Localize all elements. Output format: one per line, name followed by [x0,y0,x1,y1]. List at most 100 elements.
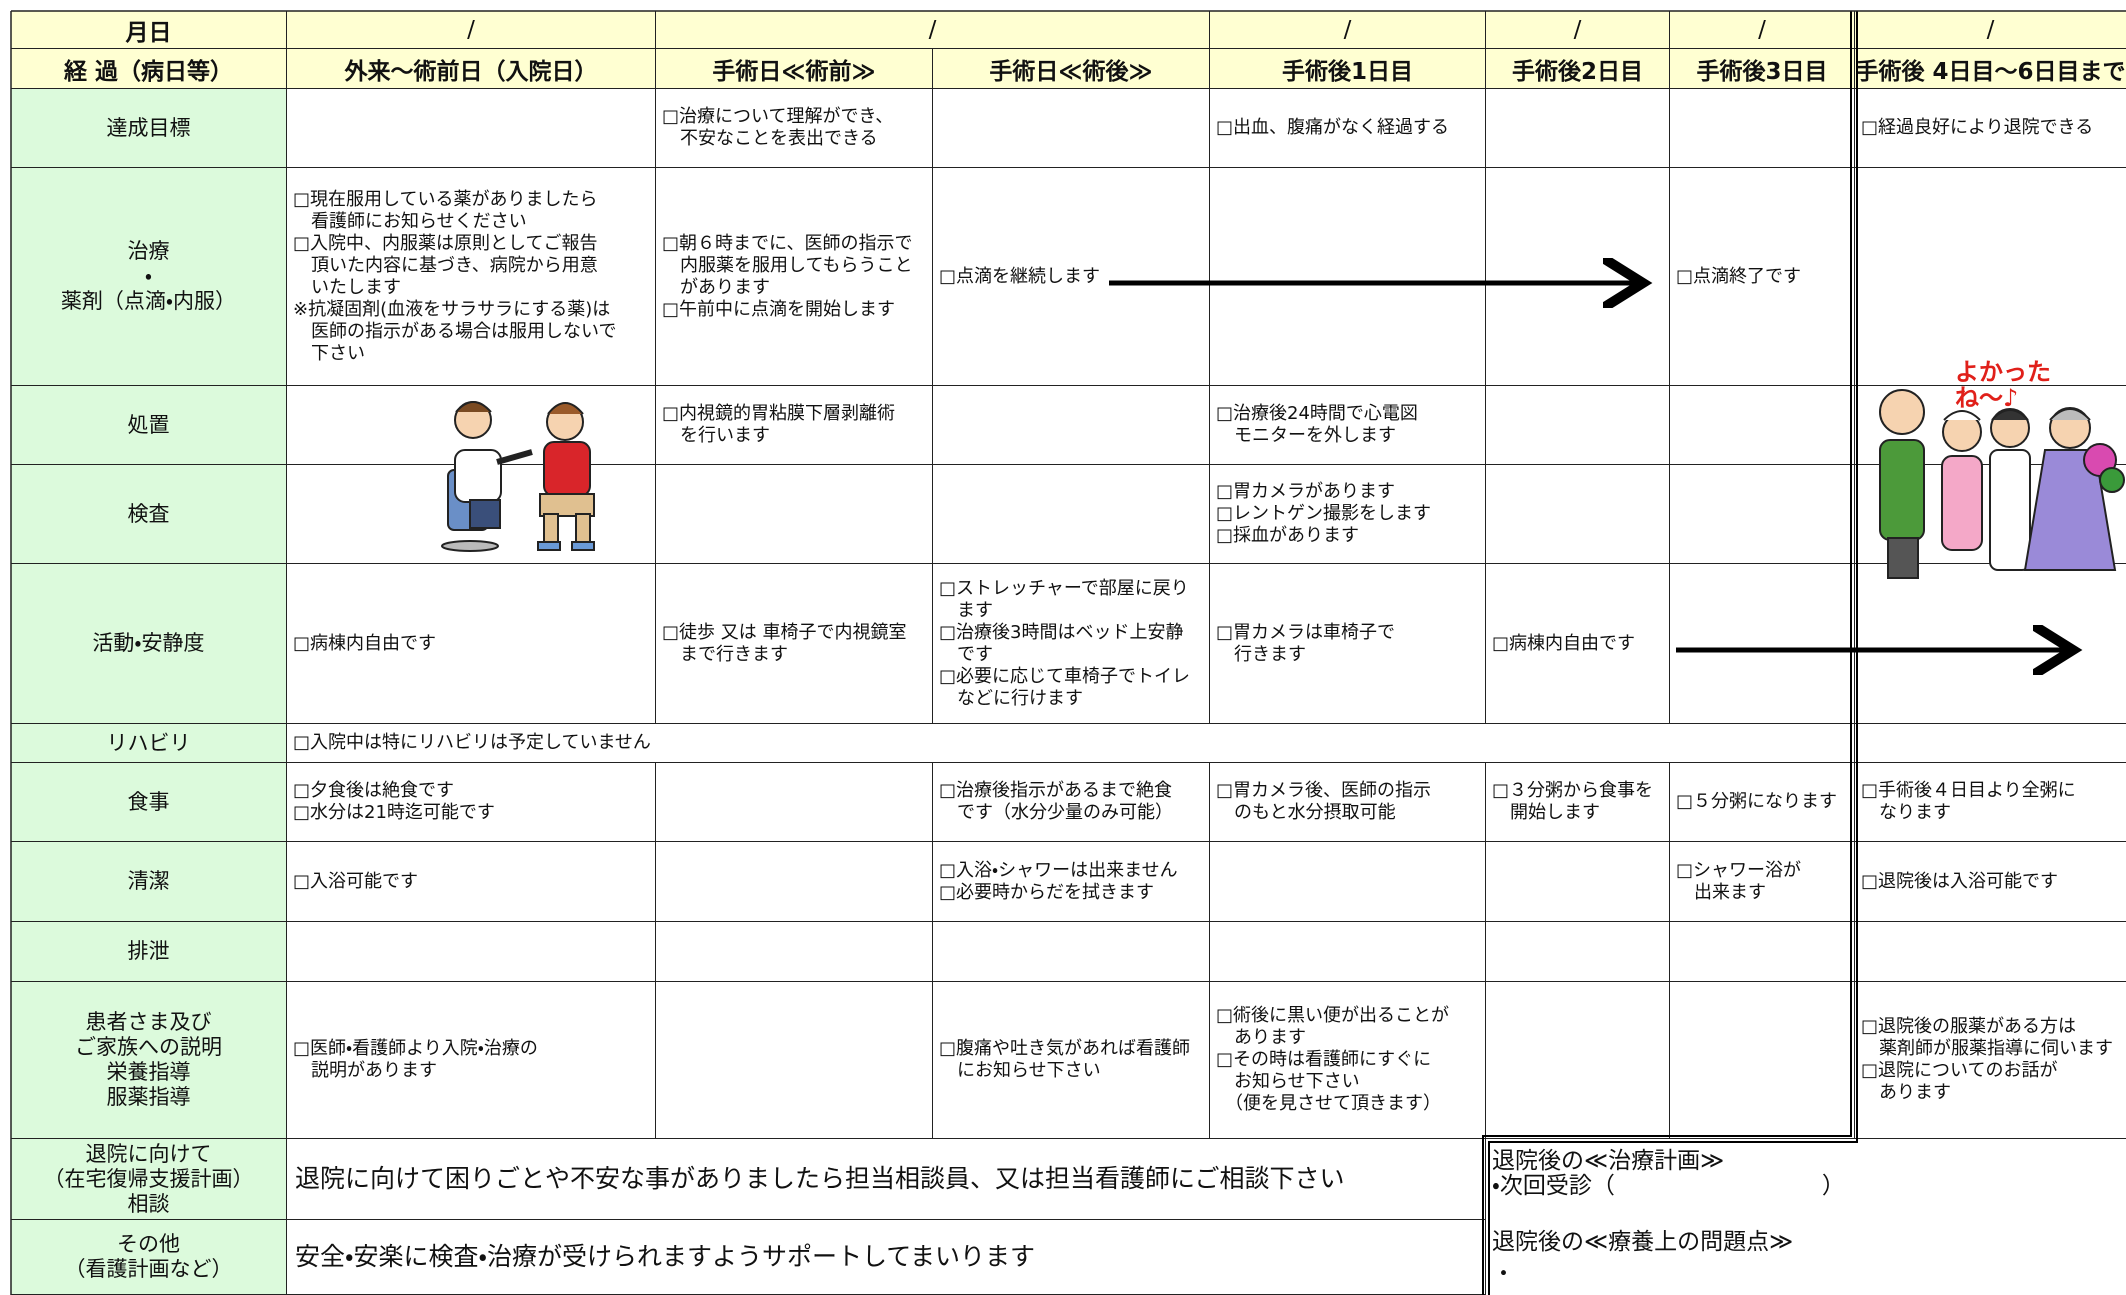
cell-text: □医師・看護師より入院・治療の 説明があります [293,1038,538,1081]
data-cell [1670,386,1855,465]
cell-text: / [1758,16,1766,43]
data-cell [656,982,933,1139]
cell-text: 手術後 4日目～6日目まで [1855,58,2126,85]
footer-text: 退院に向けて困りごとや不安な事がありましたら担当相談員、又は担当看護師にご相談下… [287,1139,1486,1220]
cell-text: 月日 [125,19,172,46]
cell-text: □病棟内自由です [293,632,437,654]
cell-text: □内視鏡的胃粘膜下層剥離術 を行います [662,403,896,446]
data-cell: □術後に黒い便が出ることが あります □その時は看護師にすぐに お知らせ下さい … [1210,982,1486,1139]
data-cell [1486,168,1670,386]
data-cell: □入浴可能です [287,842,656,922]
cell-text: □５分粥になります [1676,791,1838,812]
cell-text: / [1986,16,1995,43]
row-label: リハビリ [11,724,287,763]
cell-text: / [928,16,937,43]
data-cell [1670,564,1855,724]
cell-text: □入浴可能です [293,870,419,892]
stage-header: 外来～術前日（入院日） [287,49,656,89]
discharge-text: ・ [1492,1261,1515,1287]
cell-text: / [467,16,475,43]
data-cell: □点滴終了です [1670,168,1855,386]
row-label: 活動・安静度 [11,564,287,724]
cell-text: □治療後指示があるまで絶食 です（水分少量のみ可能） [939,780,1173,823]
data-cell [1210,168,1486,386]
cell-text: 食事 [127,789,170,814]
data-cell [1670,89,1855,168]
date-cell: / [1210,11,1486,49]
data-cell [656,465,933,564]
cell-text: リハビリ [106,730,191,755]
cell-text: 清潔 [127,869,170,893]
data-cell [287,465,656,564]
stage-header: 手術後 4日目～6日目まで [1855,49,2126,89]
data-cell [1486,982,1670,1139]
cell-text: 検査 [127,501,170,526]
cell-text: □退院後の服薬がある方は 薬剤師が服薬指導に伺います □退院についてのお話が あ… [1861,1016,2113,1103]
data-cell: □出血、腹痛がなく経過する [1210,89,1486,168]
cell-text: □朝６時までに、医師の指示で 内服薬を服用してもらうこと があります □午前中に… [662,232,913,320]
cell-text: □現在服用している薬がありましたら 看護師にお知らせください □入院中、内服薬は… [293,188,617,364]
data-cell [1670,982,1855,1139]
progress-label: 経 過（病日等） [11,49,287,89]
cell-text: □腹痛や吐き気があれば看護師 にお知らせ下さい [939,1038,1191,1081]
data-cell: □医師・看護師より入院・治療の 説明があります [287,982,656,1139]
cell-text: 患者さま及び ご家族への説明 栄養指導 服薬指導 [75,1010,222,1109]
row-label: 検査 [11,465,287,564]
date-cell: / [287,11,656,49]
data-cell [1486,842,1670,922]
footer-text: 安全・安楽に検査・治療が受けられますようサポートしてまいります [287,1220,1486,1295]
date-label: 月日 [11,11,287,49]
cell-text: □３分粥から食事を 開始します [1492,780,1654,823]
cell-text: 排泄 [127,939,170,963]
data-cell [1670,922,1855,982]
stage-header: 手術日≪術後≫ [933,49,1210,89]
data-cell [933,922,1210,982]
cell-text: □退院後は入浴可能です [1861,870,2059,892]
data-cell [656,922,933,982]
cell-text: □点滴を継続します [939,265,1101,287]
date-cell: / [1486,11,1670,49]
data-cell: □病棟内自由です [287,564,656,724]
cell-text: 達成目標 [106,115,191,140]
cell-text: 退院に向けて困りごとや不安な事がありましたら担当相談員、又は担当看護師にご相談下… [295,1164,1345,1193]
data-cell: □３分粥から食事を 開始します [1486,763,1670,842]
data-cell: □ストレッチャーで部屋に戻り ます □治療後3時間はベッド上安静 です □必要に… [933,564,1210,724]
data-cell [1486,922,1670,982]
date-cell: / [1670,11,1855,49]
cell-text: 安全・安楽に検査・治療が受けられますようサポートしてまいります [295,1242,1036,1271]
cell-text: □術後に黒い便が出ることが あります □その時は看護師にすぐに お知らせ下さい … [1216,1005,1450,1114]
row-label: 達成目標 [11,89,287,168]
data-cell: □点滴を継続します [933,168,1210,386]
data-cell [1855,564,2126,724]
data-cell [933,465,1210,564]
cell-text: 治療 ・ 薬剤（点滴・内服） [60,239,237,313]
cell-text: 手術後2日目 [1511,58,1643,85]
data-cell [287,89,656,168]
cell-text: □経過良好により退院できる [1861,117,2094,138]
cell-text: / [1573,16,1582,43]
cell-text: □治療について理解ができ、 不安なことを表出できる [662,106,894,149]
merged-cell: □入院中は特にリハビリは予定していません [287,724,1855,763]
cell-text: □手術後４日目より全粥に なります [1861,780,2076,823]
data-cell: □退院後は入浴可能です [1855,842,2126,922]
empty-cell [1855,724,2126,763]
data-cell: □胃カメラがあります □レントゲン撮影をします □採血があります [1210,465,1486,564]
data-cell: □胃カメラは車椅子で 行きます [1210,564,1486,724]
data-cell: □治療後指示があるまで絶食 です（水分少量のみ可能） [933,763,1210,842]
cell-text: 外来～術前日（入院日） [344,58,598,85]
data-cell [1855,386,2126,465]
cell-text: 活動・安静度 [92,631,205,655]
cell-text: 手術後1日目 [1281,58,1413,85]
data-cell: □治療後24時間で心電図 モニターを外します [1210,386,1486,465]
data-cell: □治療について理解ができ、 不安なことを表出できる [656,89,933,168]
discharge-text: 退院後の≪療養上の問題点≫ [1492,1229,1794,1255]
data-cell: □経過良好により退院できる [1855,89,2126,168]
data-cell [656,842,933,922]
data-cell [1855,922,2126,982]
date-cell: / [1855,11,2126,49]
data-cell [1210,922,1486,982]
cell-text: 経 過（病日等） [63,58,233,85]
date-cell: / [656,11,1210,49]
